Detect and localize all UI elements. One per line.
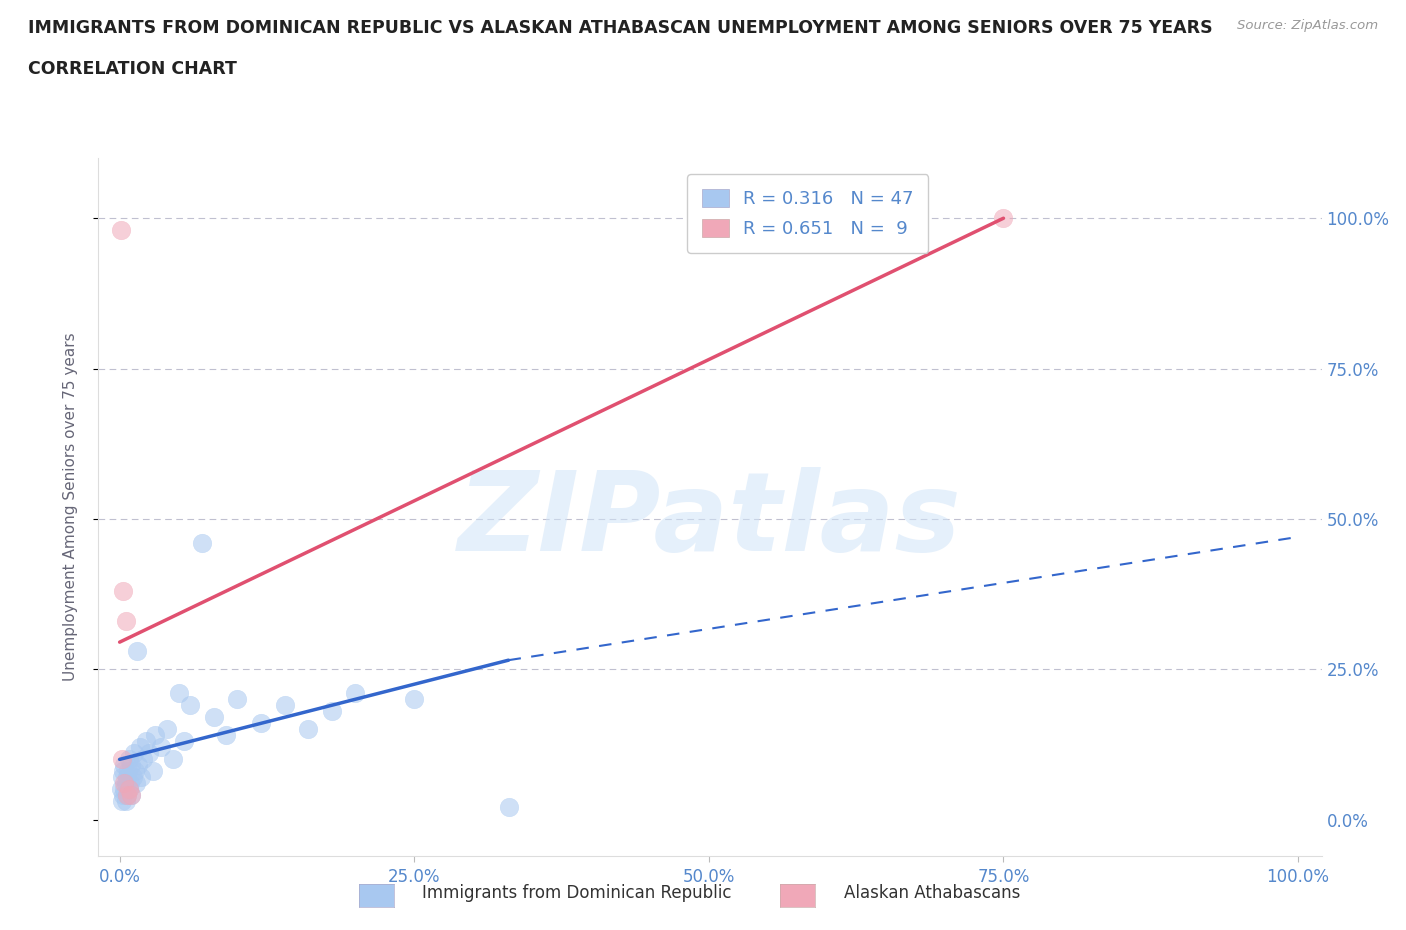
Point <box>143 728 166 743</box>
Point <box>135 734 157 749</box>
Point <box>111 770 134 785</box>
Point <box>156 722 179 737</box>
Point <box>120 758 142 773</box>
Point <box>114 794 136 809</box>
Point <box>120 788 142 803</box>
Point <box>173 734 195 749</box>
Point <box>129 770 152 785</box>
Point <box>112 776 135 790</box>
Point <box>115 770 138 785</box>
Point <box>114 776 136 790</box>
Point <box>142 764 165 778</box>
Y-axis label: Unemployment Among Seniors over 75 years: Unemployment Among Seniors over 75 years <box>63 333 77 681</box>
Point <box>114 614 136 629</box>
Point <box>297 722 319 737</box>
Point <box>112 758 135 773</box>
Point <box>118 782 141 797</box>
Text: ZIPatlas: ZIPatlas <box>458 467 962 575</box>
Point <box>118 782 141 797</box>
Point <box>122 746 145 761</box>
Point <box>273 698 295 712</box>
Point <box>117 764 139 778</box>
Point <box>111 752 134 767</box>
Point <box>110 223 132 238</box>
Point <box>110 782 132 797</box>
Point <box>112 764 135 778</box>
Text: IMMIGRANTS FROM DOMINICAN REPUBLIC VS ALASKAN ATHABASCAN UNEMPLOYMENT AMONG SENI: IMMIGRANTS FROM DOMINICAN REPUBLIC VS AL… <box>28 19 1213 36</box>
Point <box>202 710 225 724</box>
Point <box>167 685 190 700</box>
Point <box>115 788 138 803</box>
Text: Alaskan Athabascans: Alaskan Athabascans <box>844 884 1019 902</box>
Point <box>124 764 146 778</box>
Text: Immigrants from Dominican Republic: Immigrants from Dominican Republic <box>422 884 731 902</box>
Point <box>149 740 172 755</box>
Text: CORRELATION CHART: CORRELATION CHART <box>28 60 238 78</box>
Point <box>118 752 141 767</box>
Point <box>993 211 1015 226</box>
Point <box>111 794 134 809</box>
Point <box>120 788 142 803</box>
Point <box>112 584 135 599</box>
Point <box>132 752 155 767</box>
Point <box>120 776 142 790</box>
Point <box>226 692 249 707</box>
Point <box>250 716 273 731</box>
Point <box>127 644 149 658</box>
Point <box>321 704 343 719</box>
Point <box>215 728 238 743</box>
Point <box>125 776 148 790</box>
Point <box>127 758 149 773</box>
Point <box>191 536 214 551</box>
Point <box>112 782 135 797</box>
Point <box>162 752 184 767</box>
Point <box>344 685 367 700</box>
Point <box>498 800 520 815</box>
Point <box>121 770 143 785</box>
Text: Source: ZipAtlas.com: Source: ZipAtlas.com <box>1237 19 1378 32</box>
Point <box>404 692 426 707</box>
Legend: R = 0.316   N = 47, R = 0.651   N =  9: R = 0.316 N = 47, R = 0.651 N = 9 <box>688 174 928 253</box>
Point <box>128 740 150 755</box>
Point <box>179 698 201 712</box>
Point <box>112 788 135 803</box>
Point <box>138 746 160 761</box>
Point <box>115 788 138 803</box>
